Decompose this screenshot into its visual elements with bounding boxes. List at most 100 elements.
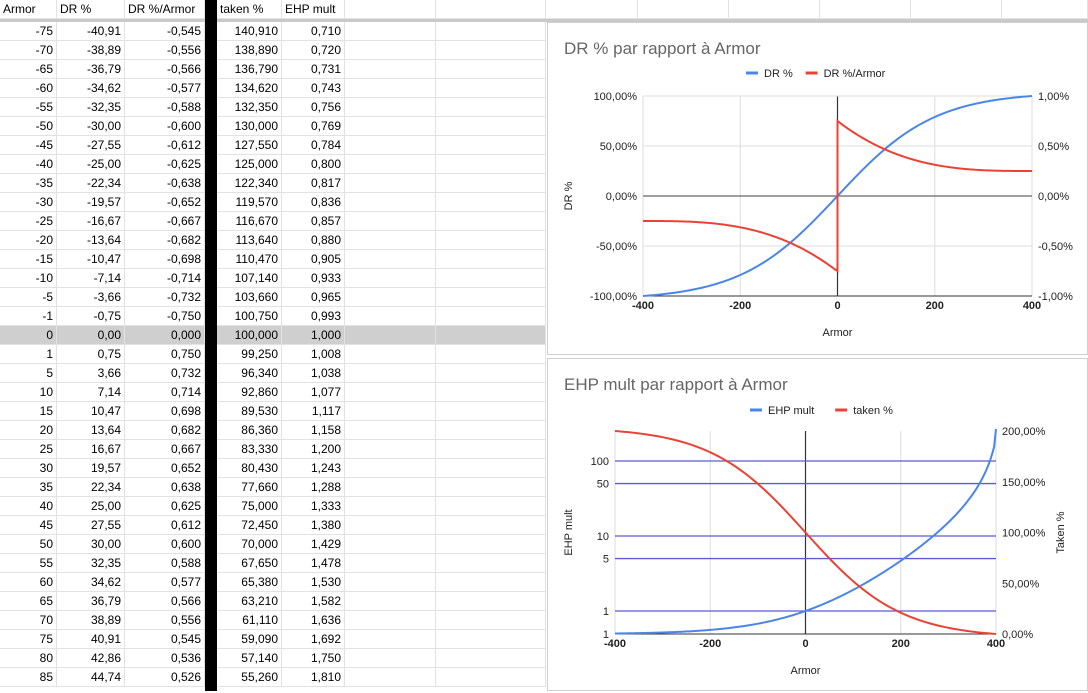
- table-cell[interactable]: -0,588: [125, 98, 205, 117]
- table-row-armor-cell[interactable]: 45: [0, 516, 57, 535]
- table-cell[interactable]: [436, 421, 546, 440]
- table-cell[interactable]: 0,588: [125, 554, 205, 573]
- table-cell[interactable]: -10,47: [57, 250, 125, 269]
- table-cell[interactable]: -13,64: [57, 231, 125, 250]
- table-row-armor-cell[interactable]: -45: [0, 136, 57, 155]
- table-cell[interactable]: -0,682: [125, 231, 205, 250]
- header-cell[interactable]: [638, 0, 729, 19]
- table-cell[interactable]: 0,545: [125, 630, 205, 649]
- table-cell[interactable]: -32,35: [57, 98, 125, 117]
- table-cell[interactable]: 44,74: [57, 668, 125, 687]
- table-cell[interactable]: 1,243: [282, 459, 345, 478]
- table-cell[interactable]: 1,038: [282, 364, 345, 383]
- chart-ehp-vs-armor[interactable]: EHP mult par rapport à Armor EHP mult take…: [547, 358, 1088, 691]
- table-cell[interactable]: [345, 554, 436, 573]
- table-cell[interactable]: 1,117: [282, 402, 345, 421]
- table-cell[interactable]: [345, 60, 436, 79]
- table-cell[interactable]: 1,000: [282, 326, 345, 345]
- table-cell[interactable]: 0,652: [125, 459, 205, 478]
- table-cell[interactable]: 1,582: [282, 592, 345, 611]
- table-row-armor-cell[interactable]: -30: [0, 193, 57, 212]
- table-cell[interactable]: [436, 611, 546, 630]
- table-row-armor-cell[interactable]: 10: [0, 383, 57, 402]
- table-cell[interactable]: 0,577: [125, 573, 205, 592]
- table-cell[interactable]: [345, 516, 436, 535]
- table-cell[interactable]: 127,550: [217, 136, 282, 155]
- table-cell[interactable]: [345, 22, 436, 41]
- table-cell[interactable]: 92,860: [217, 383, 282, 402]
- table-row-armor-cell[interactable]: -35: [0, 174, 57, 193]
- table-cell[interactable]: 30,00: [57, 535, 125, 554]
- table-cell[interactable]: 100,750: [217, 307, 282, 326]
- table-cell[interactable]: 36,79: [57, 592, 125, 611]
- table-cell[interactable]: 1,530: [282, 573, 345, 592]
- table-cell[interactable]: 0,566: [125, 592, 205, 611]
- table-cell[interactable]: 67,650: [217, 554, 282, 573]
- table-row-armor-cell[interactable]: 40: [0, 497, 57, 516]
- table-cell[interactable]: 138,890: [217, 41, 282, 60]
- table-row-armor-cell[interactable]: 15: [0, 402, 57, 421]
- table-cell[interactable]: 99,250: [217, 345, 282, 364]
- table-cell[interactable]: 1,692: [282, 630, 345, 649]
- table-cell[interactable]: [436, 79, 546, 98]
- table-cell[interactable]: 0,00: [57, 326, 125, 345]
- table-cell[interactable]: [345, 117, 436, 136]
- table-cell[interactable]: [436, 155, 546, 174]
- table-cell[interactable]: 0,710: [282, 22, 345, 41]
- table-cell[interactable]: -40,91: [57, 22, 125, 41]
- header-cell[interactable]: [911, 0, 1002, 19]
- table-cell[interactable]: [436, 231, 546, 250]
- table-cell[interactable]: [436, 478, 546, 497]
- header-cell[interactable]: DR %/Armor: [125, 0, 205, 19]
- table-cell[interactable]: [436, 60, 546, 79]
- chart-dr-vs-armor[interactable]: DR % par rapport à Armor DR % DR %/Armor -4…: [547, 22, 1088, 355]
- table-cell[interactable]: [345, 611, 436, 630]
- table-cell[interactable]: 96,340: [217, 364, 282, 383]
- table-cell[interactable]: 59,090: [217, 630, 282, 649]
- table-cell[interactable]: -0,566: [125, 60, 205, 79]
- table-cell[interactable]: 32,35: [57, 554, 125, 573]
- table-cell[interactable]: [345, 174, 436, 193]
- table-cell[interactable]: -3,66: [57, 288, 125, 307]
- header-cell[interactable]: taken %: [217, 0, 282, 19]
- table-cell[interactable]: 0,784: [282, 136, 345, 155]
- table-cell[interactable]: [345, 649, 436, 668]
- table-cell[interactable]: 3,66: [57, 364, 125, 383]
- table-cell[interactable]: 0,743: [282, 79, 345, 98]
- table-cell[interactable]: 7,14: [57, 383, 125, 402]
- table-cell[interactable]: [436, 307, 546, 326]
- table-cell[interactable]: 40,91: [57, 630, 125, 649]
- table-row-armor-cell[interactable]: -75: [0, 22, 57, 41]
- table-cell[interactable]: [436, 269, 546, 288]
- table-row-armor-cell[interactable]: -10: [0, 269, 57, 288]
- table-cell[interactable]: 100,000: [217, 326, 282, 345]
- table-row-armor-cell[interactable]: 5: [0, 364, 57, 383]
- table-cell[interactable]: [436, 288, 546, 307]
- table-cell[interactable]: [345, 288, 436, 307]
- table-cell[interactable]: 83,330: [217, 440, 282, 459]
- table-cell[interactable]: [345, 573, 436, 592]
- table-cell[interactable]: 1,636: [282, 611, 345, 630]
- table-cell[interactable]: -22,34: [57, 174, 125, 193]
- table-cell[interactable]: -19,57: [57, 193, 125, 212]
- table-cell[interactable]: 0,526: [125, 668, 205, 687]
- table-row-armor-cell[interactable]: 65: [0, 592, 57, 611]
- table-cell[interactable]: 0,556: [125, 611, 205, 630]
- header-cell[interactable]: [1002, 0, 1088, 19]
- table-row-armor-cell[interactable]: 80: [0, 649, 57, 668]
- table-cell[interactable]: [436, 497, 546, 516]
- table-cell[interactable]: [436, 535, 546, 554]
- header-cell[interactable]: [345, 0, 436, 19]
- table-cell[interactable]: [345, 136, 436, 155]
- table-cell[interactable]: 130,000: [217, 117, 282, 136]
- table-cell[interactable]: 0,965: [282, 288, 345, 307]
- table-cell[interactable]: 0,769: [282, 117, 345, 136]
- table-cell[interactable]: [436, 592, 546, 611]
- table-cell[interactable]: -7,14: [57, 269, 125, 288]
- table-cell[interactable]: [436, 383, 546, 402]
- table-cell[interactable]: -34,62: [57, 79, 125, 98]
- table-cell[interactable]: 1,158: [282, 421, 345, 440]
- table-cell[interactable]: -36,79: [57, 60, 125, 79]
- table-cell[interactable]: 0,682: [125, 421, 205, 440]
- table-cell[interactable]: [436, 573, 546, 592]
